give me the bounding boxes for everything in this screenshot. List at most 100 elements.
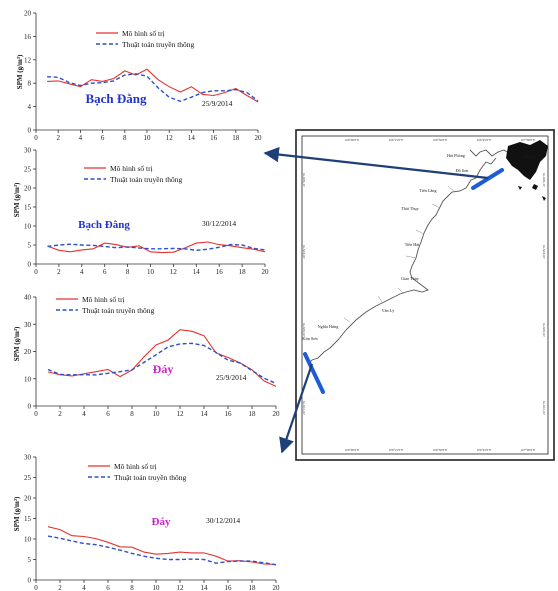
place-label: Văn Lý bbox=[382, 308, 396, 313]
x-tick-label: 2 bbox=[56, 134, 60, 142]
x-tick-label: 6 bbox=[106, 584, 110, 591]
x-tick-label: 16 bbox=[210, 134, 218, 142]
y-tick-label: 0 bbox=[28, 127, 32, 135]
y-tick-label: 20 bbox=[24, 10, 32, 18]
longitude-label: 106°30'0"E bbox=[433, 448, 448, 452]
study-area-map: 106°00'0"E 106°15'0"E 106°30'0"E 106°45'0"E… bbox=[295, 129, 555, 461]
series-line-algorithm bbox=[47, 342, 277, 385]
latitude-label: 21°00'0"N bbox=[542, 173, 546, 187]
y-tick-label: 20 bbox=[24, 185, 32, 193]
x-tick-label: 16 bbox=[225, 410, 233, 418]
x-tick-label: 10 bbox=[153, 584, 161, 591]
legend-label-model: Mô hình số trị bbox=[122, 29, 165, 38]
map-longitude-labels-bottom: 106°00'0"E 106°15'0"E 106°30'0"E 106°45'0"E… bbox=[345, 448, 536, 452]
x-tick-label: 6 bbox=[103, 268, 107, 276]
y-tick-label: 25 bbox=[24, 474, 32, 482]
y-tick-label: 5 bbox=[28, 556, 32, 564]
y-tick-label: 10 bbox=[24, 536, 32, 544]
x-tick-label: 6 bbox=[106, 410, 110, 418]
latitude-label: 20°15'0"N bbox=[542, 401, 546, 415]
x-tick-label: 14 bbox=[188, 134, 196, 142]
station-name: Bạch Đằng bbox=[78, 219, 130, 231]
x-tick-label: 20 bbox=[262, 268, 270, 276]
y-axis-label: SPM (g/m³) bbox=[13, 326, 21, 361]
y-tick-label: 10 bbox=[24, 375, 32, 383]
x-tick-label: 8 bbox=[130, 410, 134, 418]
station-name: Đáy bbox=[153, 362, 174, 376]
x-tick-label: 8 bbox=[126, 268, 130, 276]
place-label: Hải Phòng bbox=[447, 153, 466, 158]
place-label: Cát Bà bbox=[524, 154, 536, 159]
y-tick-label: 25 bbox=[24, 166, 32, 174]
x-tick-label: 10 bbox=[144, 134, 152, 142]
longitude-label: 106°00'0"E bbox=[345, 138, 360, 142]
place-label: Nghĩa Hưng bbox=[318, 324, 340, 329]
x-tick-label: 4 bbox=[79, 134, 83, 142]
transect-day bbox=[303, 352, 325, 394]
x-tick-label: 2 bbox=[57, 268, 61, 276]
date-label: 25/9/2014 bbox=[216, 373, 247, 382]
x-tick-label: 0 bbox=[34, 410, 38, 418]
longitude-label: 106°15'0"E bbox=[389, 138, 404, 142]
x-tick-label: 12 bbox=[177, 584, 185, 591]
x-tick-label: 14 bbox=[201, 584, 209, 591]
longitude-label: 106°30'0"E bbox=[433, 138, 448, 142]
legend-label-algorithm: Thuật toán truyền thông bbox=[114, 473, 187, 482]
coastline bbox=[307, 157, 497, 365]
x-tick-label: 12 bbox=[177, 410, 185, 418]
station-name: Bạch Đằng bbox=[85, 91, 147, 106]
y-tick-label: 4 bbox=[28, 103, 32, 111]
latitude-label: 20°45'0"N bbox=[542, 245, 546, 259]
latitude-label: 20°15'0"N bbox=[302, 401, 306, 415]
place-label: Giao Thủy bbox=[401, 276, 420, 281]
y-tick-label: 0 bbox=[28, 261, 32, 269]
y-tick-label: 15 bbox=[24, 515, 32, 523]
map-place-labels: Cát Bà Hải Phòng Đồ Sơn Tiên Lãng Thái Thụy T… bbox=[302, 153, 535, 341]
x-tick-label: 18 bbox=[249, 584, 257, 591]
x-tick-label: 4 bbox=[80, 268, 84, 276]
latitude-label: 20°30'0"N bbox=[542, 323, 546, 337]
y-tick-label: 15 bbox=[24, 204, 32, 212]
map-inner-frame bbox=[301, 135, 549, 455]
station-name: Đáy bbox=[152, 516, 171, 528]
longitude-label: 107°00'0"E bbox=[521, 138, 536, 142]
x-tick-label: 14 bbox=[193, 268, 201, 276]
legend-label-algorithm: Thuật toán truyền thông bbox=[110, 175, 183, 184]
x-tick-label: 2 bbox=[58, 584, 62, 591]
x-tick-label: 20 bbox=[273, 410, 281, 418]
y-tick-label: 20 bbox=[24, 348, 32, 356]
date-label: 30/12/2014 bbox=[206, 516, 240, 525]
y-axis-label: SPM (g/m³) bbox=[13, 496, 21, 531]
x-tick-label: 20 bbox=[273, 584, 281, 591]
x-tick-label: 20 bbox=[255, 134, 263, 142]
x-tick-label: 0 bbox=[34, 134, 38, 142]
series-line-algorithm bbox=[47, 73, 259, 103]
legend-label-model: Mô hình số trị bbox=[110, 164, 153, 173]
x-tick-label: 8 bbox=[123, 134, 127, 142]
place-label: Đồ Sơn bbox=[456, 168, 470, 173]
y-tick-label: 10 bbox=[24, 223, 32, 231]
x-tick-label: 12 bbox=[170, 268, 178, 276]
y-axis-label: SPM (g/m³) bbox=[13, 182, 21, 217]
x-tick-label: 6 bbox=[101, 134, 105, 142]
y-tick-label: 30 bbox=[24, 454, 32, 462]
y-tick-label: 30 bbox=[24, 147, 32, 155]
series-line-algorithm bbox=[47, 243, 266, 252]
arrow-to-day-chart bbox=[279, 363, 314, 454]
legend-label-algorithm: Thuật toán truyền thông bbox=[122, 40, 195, 49]
cat-ba-islands bbox=[506, 140, 548, 180]
x-tick-label: 18 bbox=[232, 134, 240, 142]
legend-label-model: Mô hình số trị bbox=[82, 295, 125, 304]
y-tick-label: 0 bbox=[28, 577, 32, 585]
map-latitude-labels-left: 21°00'0"N 20°45'0"N 20°30'0"N 20°15'0"N bbox=[302, 173, 306, 415]
latitude-label: 20°30'0"N bbox=[302, 323, 306, 337]
map-outer-frame bbox=[295, 129, 555, 461]
x-tick-label: 8 bbox=[130, 584, 134, 591]
x-tick-label: 16 bbox=[225, 584, 233, 591]
x-tick-label: 10 bbox=[153, 410, 161, 418]
series-line-model bbox=[47, 526, 277, 565]
